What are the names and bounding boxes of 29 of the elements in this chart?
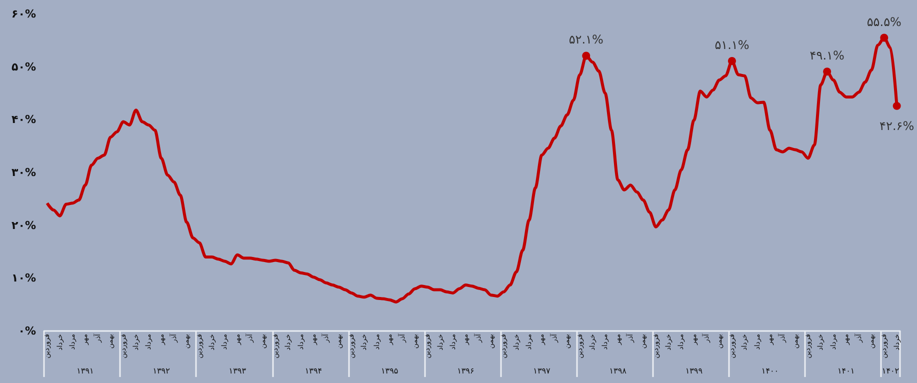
text: ۱۳۹۳ bbox=[228, 366, 247, 376]
text: ۱۳۹۴ bbox=[304, 366, 322, 376]
y-tick-label: ۰% bbox=[18, 324, 36, 338]
text: ۱۴۰۲ bbox=[882, 366, 900, 376]
y-tick-label: ۴۰% bbox=[12, 113, 36, 126]
text: ۱۳۹۶ bbox=[457, 366, 474, 376]
text: ۱۳۹۷ bbox=[533, 366, 552, 376]
point bbox=[823, 68, 832, 76]
data-label: ۵۲.۱% bbox=[568, 32, 604, 47]
y-tick-label: ۳۰% bbox=[12, 166, 36, 179]
text: ۱۳۹۵ bbox=[380, 366, 398, 376]
point bbox=[880, 34, 888, 42]
text: ۱۳۹۲ bbox=[152, 366, 170, 376]
y-tick-label: ۲۰% bbox=[12, 218, 36, 232]
data-label: ۵۵.۵% bbox=[866, 14, 902, 29]
text: ۱۴۰۱ bbox=[838, 366, 855, 376]
data-label: ۴۲.۶% bbox=[880, 118, 914, 133]
y-tick-label: ۶۰% bbox=[12, 8, 36, 20]
point bbox=[892, 102, 901, 110]
text: ۱۴۰۰ bbox=[761, 366, 779, 376]
data-label: ۵۱.۱% bbox=[714, 38, 750, 52]
y-tick-label: ۱۰% bbox=[12, 272, 36, 285]
text: ۱۳۹۹ bbox=[685, 366, 703, 376]
point bbox=[582, 52, 590, 60]
y-tick-label: ۵۰% bbox=[12, 60, 36, 74]
data-label: ۴۹.۱% bbox=[810, 48, 844, 63]
text: ۱۳۹۸ bbox=[609, 366, 628, 376]
text: ۱۳۹۱ bbox=[76, 366, 94, 376]
point bbox=[728, 57, 736, 66]
